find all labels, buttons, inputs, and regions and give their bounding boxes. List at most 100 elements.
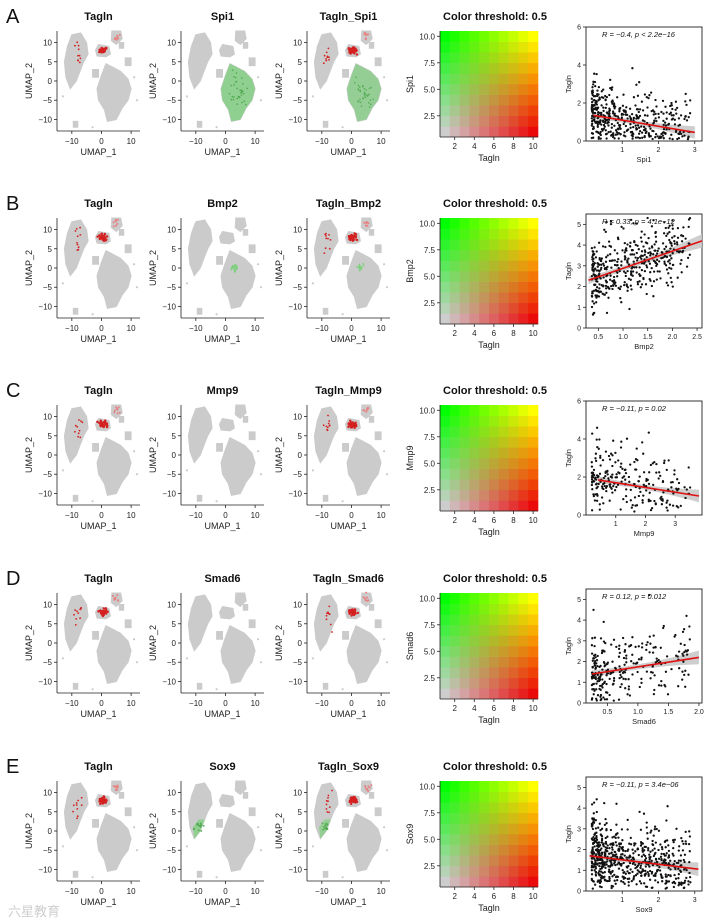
umap-x-label: UMAP_1 <box>330 521 366 531</box>
scatter-point <box>685 614 688 618</box>
blend-cell <box>518 52 529 64</box>
umap-expressing-cell <box>74 609 76 611</box>
scatter-x-tick-label: 2.0 <box>694 709 704 716</box>
scatter-point <box>648 247 651 250</box>
umap-expressing-cell <box>364 786 367 789</box>
umap-expressing-cell <box>99 802 102 806</box>
blend-cell <box>440 436 451 448</box>
scatter-point <box>592 83 595 86</box>
blend-cell <box>508 249 519 261</box>
scatter-point <box>595 438 598 441</box>
scatter-point <box>601 678 604 681</box>
blend-cell <box>469 823 480 835</box>
umap-expressing-cell <box>76 243 79 246</box>
scatter-point <box>625 488 628 491</box>
scatter-point <box>636 244 639 247</box>
umap-cluster <box>92 69 99 78</box>
scatter-point <box>592 493 595 496</box>
umap-expressing-cell <box>233 84 235 86</box>
scatter-point <box>596 694 600 697</box>
umap-cluster <box>234 217 247 233</box>
scatter-point <box>653 825 657 828</box>
scatter-point <box>620 462 623 465</box>
blend-cell <box>459 624 470 636</box>
blend-cell <box>498 436 509 448</box>
scatter-point <box>654 136 657 139</box>
scatter-point <box>630 112 634 116</box>
scatter-point <box>600 834 603 837</box>
umap-expressing-cell <box>116 222 119 225</box>
scatter-point <box>677 250 681 253</box>
scatter-point <box>612 275 616 279</box>
scatter-point <box>620 880 623 883</box>
umap-y-label: UMAP_2 <box>274 813 284 849</box>
umap-y-tick-label: −5 <box>167 658 177 667</box>
scatter-x-tick-label: 2.5 <box>692 334 702 341</box>
scatter-point <box>594 874 598 877</box>
umap-y-label: UMAP_2 <box>24 813 34 849</box>
scatter-point <box>668 238 671 242</box>
umap-y-tick-label: 5 <box>172 620 177 629</box>
scatter-point <box>688 860 691 864</box>
umap-cluster <box>374 57 382 67</box>
blend-x-tick-label: 4 <box>472 142 477 151</box>
umap-stray-cell <box>311 95 314 98</box>
blend-cell <box>518 635 529 647</box>
blend-cell <box>469 126 480 138</box>
umap-expressing-cell <box>236 103 238 105</box>
blend-y-tick-label: 10.0 <box>419 594 435 603</box>
umap-cluster <box>248 57 256 67</box>
scatter-point <box>610 842 613 845</box>
umap-stray-cell <box>135 661 139 664</box>
umap-cluster <box>124 244 132 254</box>
blend-cell <box>440 834 451 845</box>
scatter-point <box>644 869 647 873</box>
blend-cell <box>489 635 500 647</box>
umap-expressing-cell <box>77 48 80 51</box>
umap-expressing-cell <box>114 220 117 223</box>
scatter-point <box>665 819 668 822</box>
umap-y-tick-label: −10 <box>162 115 176 124</box>
scatter-point <box>620 480 623 483</box>
scatter-point <box>645 821 648 824</box>
scatter-y-tick-label: 2 <box>577 475 581 482</box>
scatter-point <box>599 828 602 832</box>
scatter-point <box>590 120 594 123</box>
umap-expressing-cell <box>79 436 82 439</box>
scatter-point <box>634 874 638 877</box>
umap-expressing-cell <box>353 796 357 799</box>
scatter-point <box>641 849 644 852</box>
scatter-point <box>685 119 689 122</box>
scatter-point <box>613 860 616 864</box>
scatter-point <box>611 287 614 291</box>
blend-cell <box>528 62 539 74</box>
scatter-point <box>651 849 654 852</box>
blend-cell <box>469 791 480 803</box>
umap-y-label: UMAP_2 <box>274 437 284 473</box>
scatter-point <box>598 870 601 873</box>
umap-cluster <box>72 494 79 502</box>
blend-x-tick-label: 8 <box>511 329 516 338</box>
scatter-point <box>652 121 656 124</box>
scatter-point <box>682 868 686 871</box>
blend-cell <box>498 218 509 229</box>
scatter-point <box>683 879 687 882</box>
scatter-point <box>659 843 662 846</box>
scatter-point <box>630 288 633 291</box>
umap-expressing-cell <box>353 47 356 51</box>
scatter-point <box>593 636 597 639</box>
scatter-point <box>658 471 661 474</box>
blend-cell <box>528 405 539 416</box>
scatter-point <box>645 489 648 492</box>
umap-expressing-cell <box>325 59 328 62</box>
scatter-point <box>617 266 620 270</box>
scatter-point <box>599 137 602 140</box>
scatter-point <box>644 283 648 286</box>
umap-expressing-cell <box>77 44 80 47</box>
umap-y-tick-label: 10 <box>293 39 302 48</box>
scatter-point <box>678 130 682 134</box>
blend-cell <box>469 52 480 64</box>
scatter-point <box>590 860 594 864</box>
blend-cell <box>479 218 490 229</box>
